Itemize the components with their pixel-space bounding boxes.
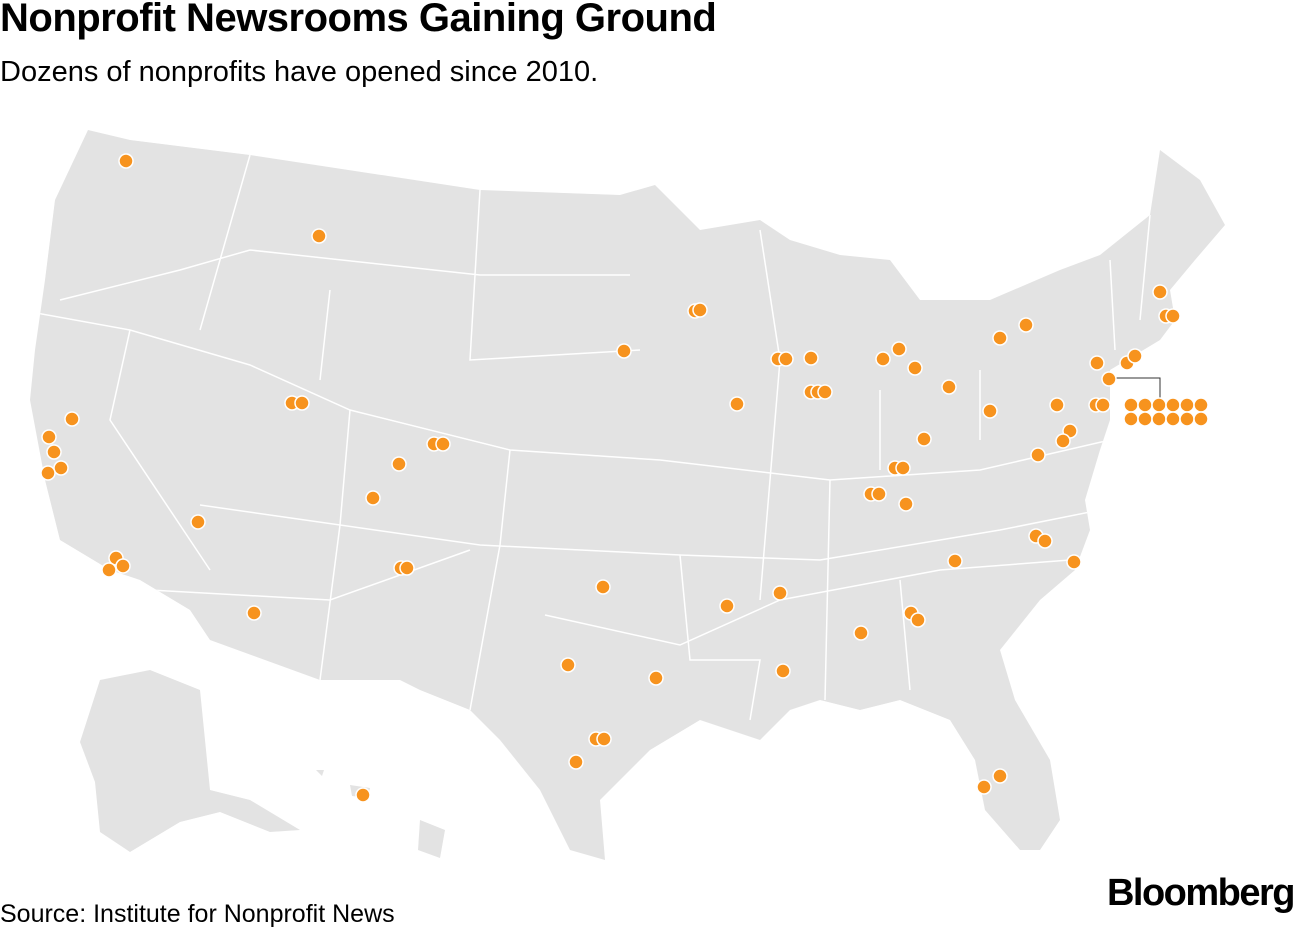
newsroom-dot (772, 585, 788, 601)
alaska (80, 670, 300, 852)
newsroom-dot (729, 396, 745, 412)
newsroom-dot (399, 560, 415, 576)
leader-line (1108, 377, 1161, 398)
newsroom-dot (616, 343, 632, 359)
newsroom-dot (1018, 317, 1034, 333)
newsroom-dot (992, 768, 1008, 784)
newsroom-dot (46, 444, 62, 460)
newsroom-dot (53, 460, 69, 476)
newsroom-dot (910, 612, 926, 628)
newsroom-dot (311, 228, 327, 244)
newsroom-dot (1165, 308, 1181, 324)
newsroom-dot (1123, 397, 1139, 413)
newsroom-dot (1151, 411, 1167, 427)
newsroom-dot (568, 754, 584, 770)
newsroom-dots (40, 153, 1209, 803)
title: Nonprofit Newsrooms Gaining Ground (0, 0, 717, 40)
newsroom-dot (1089, 355, 1105, 371)
us-land (30, 130, 1225, 860)
newsroom-dot (853, 625, 869, 641)
newsroom-dot (1055, 433, 1071, 449)
newsroom-dot (1193, 397, 1209, 413)
newsroom-dot (1030, 447, 1046, 463)
state-borders (30, 154, 1151, 721)
newsroom-dot (891, 341, 907, 357)
newsroom-dot (778, 351, 794, 367)
newsroom-dot (982, 403, 998, 419)
subtitle: Dozens of nonprofits have opened since 2… (0, 56, 599, 88)
newsroom-dot (1095, 397, 1111, 413)
newsroom-dot (560, 657, 576, 673)
newsroom-dot (1179, 411, 1195, 427)
newsroom-dot (41, 429, 57, 445)
newsroom-dot (101, 562, 117, 578)
hawaii (316, 770, 445, 858)
newsroom-dot (1165, 397, 1181, 413)
newsroom-dot (719, 598, 735, 614)
newsroom-dot (1123, 411, 1139, 427)
newsroom-dot (916, 431, 932, 447)
newsroom-dot (941, 379, 957, 395)
newsroom-dot (40, 465, 56, 481)
newsroom-dot (596, 731, 612, 747)
newsroom-dot (895, 460, 911, 476)
newsroom-dot (1066, 554, 1082, 570)
newsroom-dot (898, 496, 914, 512)
newsroom-dot (648, 670, 664, 686)
newsroom-dot (115, 558, 131, 574)
newsroom-dot (118, 153, 134, 169)
newsroom-dot (1137, 397, 1153, 413)
newsroom-dot (1137, 411, 1153, 427)
newsroom-dot (391, 456, 407, 472)
newsroom-dot (817, 384, 833, 400)
newsroom-dot (907, 360, 923, 376)
newsroom-dot (355, 787, 371, 803)
newsroom-dot (1037, 533, 1053, 549)
newsroom-dot (1101, 371, 1117, 387)
newsroom-dot (1193, 411, 1209, 427)
newsroom-dot (1152, 284, 1168, 300)
newsroom-dot (692, 302, 708, 318)
newsroom-dot (1049, 397, 1065, 413)
newsroom-dot (294, 395, 310, 411)
newsroom-dot (775, 663, 791, 679)
newsroom-dot (976, 779, 992, 795)
logo: Bloomberg (1106, 872, 1296, 914)
newsroom-dot (947, 553, 963, 569)
newsroom-dot (595, 579, 611, 595)
newsroom-dot (1179, 397, 1195, 413)
newsroom-dot (871, 486, 887, 502)
newsroom-dot (1127, 348, 1143, 364)
newsroom-dot (992, 330, 1008, 346)
source: Source: Institute for Nonprofit News (0, 900, 395, 928)
newsroom-dot (1151, 397, 1167, 413)
newsroom-dot (246, 605, 262, 621)
newsroom-dot (803, 350, 819, 366)
newsroom-dot (64, 411, 80, 427)
newsroom-dot (875, 351, 891, 367)
newsroom-dot (1165, 411, 1181, 427)
newsroom-dot (435, 436, 451, 452)
newsroom-dot (365, 490, 381, 506)
newsroom-dot (190, 514, 206, 530)
